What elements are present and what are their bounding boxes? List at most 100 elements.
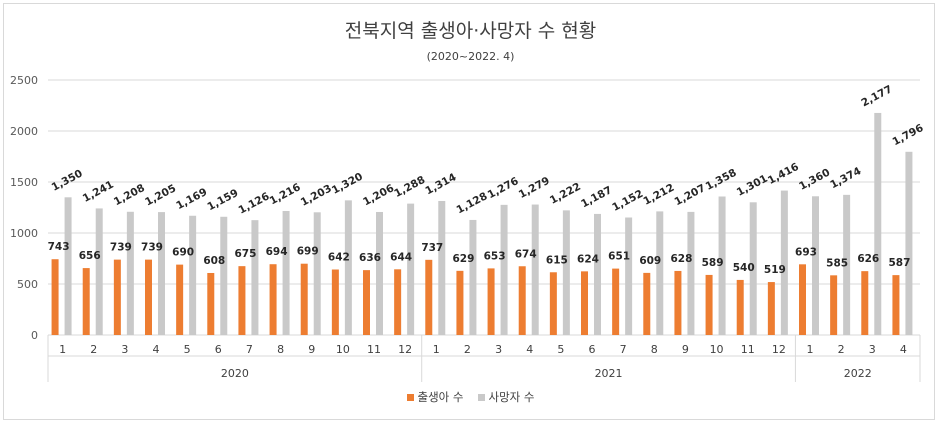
bar-deaths (656, 211, 664, 335)
data-label-births: 587 (888, 257, 910, 269)
x-group-label-2022: 2022 (844, 367, 872, 380)
bar-deaths (749, 202, 757, 335)
x-tick-label: 3 (869, 343, 876, 356)
data-label-births: 628 (670, 253, 692, 265)
data-label-births: 675 (234, 248, 256, 260)
data-label-births: 519 (764, 264, 786, 276)
chart-title: 전북지역 출생아·사망자 수 현황 (344, 20, 597, 42)
x-tick-label: 11 (367, 343, 381, 356)
data-label-deaths: 1,276 (486, 175, 521, 201)
bar-births (51, 259, 59, 335)
x-tick-label: 4 (153, 343, 160, 356)
x-group-label-2020: 2020 (221, 367, 249, 380)
y-tick-label: 0 (31, 329, 38, 342)
bar-births (643, 272, 651, 335)
x-tick-label: 3 (121, 343, 128, 356)
bar-deaths (220, 216, 228, 335)
bar-deaths (126, 211, 134, 335)
x-tick-label: 1 (59, 343, 66, 356)
data-label-births: 699 (297, 246, 319, 258)
data-label-deaths: 1,128 (455, 190, 490, 216)
data-label-deaths: 1,206 (361, 182, 396, 208)
data-label-deaths: 1,222 (548, 181, 583, 207)
y-tick-label: 1000 (10, 227, 38, 240)
legend-item-births[interactable]: 출생아 수 (406, 389, 464, 405)
legend-item-deaths[interactable]: 사망자 수 (477, 389, 535, 405)
data-label-deaths: 1,358 (704, 167, 739, 193)
bar-deaths (687, 211, 695, 335)
bar-deaths (562, 210, 570, 335)
bar-births (238, 266, 246, 335)
data-label-births: 656 (79, 250, 101, 262)
data-label-births: 585 (826, 257, 848, 269)
data-label-deaths: 2,177 (859, 83, 894, 109)
x-tick-label: 4 (526, 343, 533, 356)
bar-deaths (469, 219, 477, 335)
data-label-births: 608 (203, 255, 225, 267)
data-label-deaths: 1,169 (174, 186, 209, 212)
data-label-births: 615 (546, 254, 568, 266)
legend-swatch-deaths (477, 393, 485, 401)
x-tick-label: 6 (215, 343, 222, 356)
data-label-deaths: 1,159 (205, 187, 240, 213)
x-tick-label: 1 (433, 343, 440, 356)
x-tick-label: 2 (90, 343, 97, 356)
bar-deaths (812, 196, 819, 335)
data-label-births: 609 (639, 255, 661, 267)
data-label-deaths: 1,187 (579, 184, 614, 210)
bar-deaths (344, 200, 352, 335)
bar-births (82, 268, 90, 335)
x-tick-label: 2 (464, 343, 471, 356)
data-label-deaths: 1,288 (392, 174, 427, 200)
y-tick-label: 1500 (10, 176, 38, 189)
bar-births (176, 264, 184, 335)
bar-births (549, 272, 557, 335)
data-label-deaths: 1,212 (641, 182, 676, 208)
bar-births (331, 269, 339, 335)
bar-births (892, 275, 900, 335)
data-label-deaths: 1,350 (50, 168, 85, 194)
data-label-deaths: 1,241 (81, 179, 116, 205)
data-label-births: 739 (141, 242, 163, 254)
x-tick-label: 1 (807, 343, 814, 356)
bar-births (394, 269, 402, 335)
bar-deaths (407, 203, 415, 335)
data-label-births: 589 (702, 257, 724, 269)
bar-births (861, 271, 869, 335)
bar-births (145, 259, 152, 335)
bar-deaths (95, 208, 103, 335)
legend-label-deaths: 사망자 수 (488, 390, 535, 404)
y-tick-label: 2500 (10, 74, 38, 87)
data-label-births: 693 (795, 246, 817, 258)
bar-deaths (158, 212, 165, 335)
bar-births (113, 259, 121, 335)
x-tick-label: 12 (398, 343, 412, 356)
bar-deaths (438, 200, 446, 335)
bar-deaths (251, 220, 259, 335)
data-label-births: 626 (857, 253, 879, 265)
bar-deaths (282, 210, 290, 335)
bar-deaths (376, 211, 383, 335)
bar-deaths (625, 217, 633, 335)
data-label-deaths: 1,208 (112, 182, 147, 208)
data-label-deaths: 1,207 (673, 182, 708, 208)
bar-deaths (64, 197, 72, 335)
bar-births (736, 279, 744, 335)
x-tick-label: 10 (710, 343, 724, 356)
data-label-deaths: 1,314 (423, 171, 458, 197)
x-tick-label: 8 (277, 343, 284, 356)
bar-births (799, 264, 806, 335)
x-tick-label: 2 (838, 343, 845, 356)
bar-deaths (843, 194, 851, 335)
bar-births (581, 271, 588, 335)
bar-births (830, 275, 838, 335)
data-label-births: 644 (390, 251, 412, 263)
data-label-births: 540 (733, 262, 755, 274)
data-label-deaths: 1,279 (517, 175, 552, 201)
bar-births (487, 268, 495, 335)
x-tick-label: 3 (495, 343, 502, 356)
bar-deaths (905, 151, 913, 335)
x-tick-label: 9 (308, 343, 315, 356)
data-label-deaths: 1,152 (610, 188, 645, 214)
